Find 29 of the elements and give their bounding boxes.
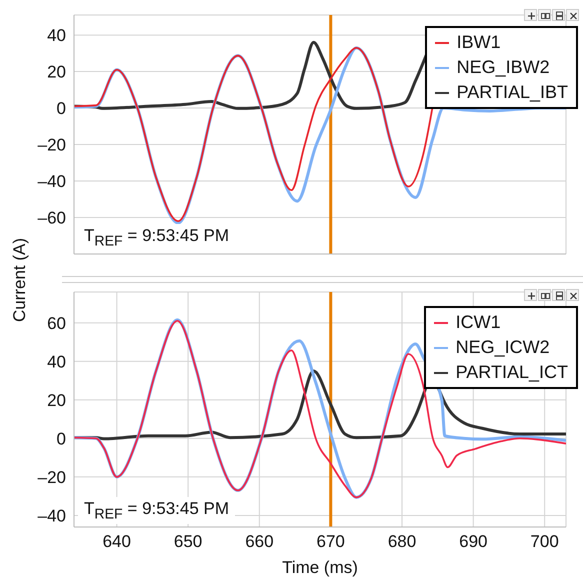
x-axis-title: Time (ms): [282, 558, 358, 577]
y-tick-label: 40: [47, 26, 66, 46]
annotation: T$_{REF}$ = 9:53:45 PM: [78, 224, 236, 252]
annotation: T$_{REF}$ = 9:53:45 PM: [78, 497, 236, 524]
legend-label: NEG_IBW2: [456, 56, 550, 79]
y-tick-label: 40: [47, 352, 66, 372]
x-tick-label: 640: [102, 532, 131, 552]
legend-label: ICW1: [456, 311, 501, 334]
y-tick-label: –60: [38, 208, 66, 228]
y-tick-label: 0: [56, 429, 66, 448]
y-axis-title: Current (A): [10, 238, 30, 322]
x-tick-label: 690: [459, 532, 488, 552]
x-tick-label: 700: [530, 532, 559, 552]
y-tick-label: –40: [38, 172, 66, 192]
x-tick-label: 660: [245, 532, 274, 552]
x-tick-label: 680: [388, 532, 416, 552]
legend-label: IBW1: [456, 31, 501, 54]
y-tick-label: –40: [38, 506, 66, 526]
y-tick-label: 0: [56, 99, 66, 118]
x-tick-label: 650: [174, 532, 202, 552]
y-tick-label: 20: [47, 62, 66, 82]
y-tick-label: 20: [47, 390, 66, 410]
legend-label: PARTIAL_ICT: [456, 361, 568, 384]
legend-label: NEG_ICW2: [456, 336, 550, 359]
y-tick-label: –20: [38, 468, 66, 487]
x-tick-label: 670: [316, 532, 345, 552]
y-tick-label: –20: [38, 136, 66, 155]
legend-label: PARTIAL_IBT: [456, 81, 568, 104]
y-tick-label: 60: [47, 314, 66, 333]
